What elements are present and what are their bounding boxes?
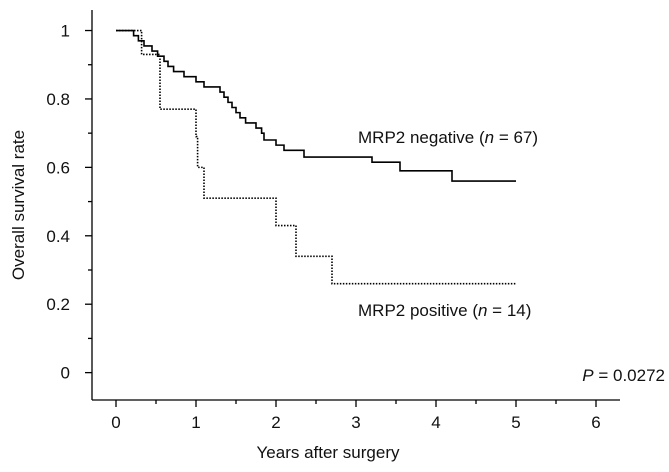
- x-tick-label: 2: [271, 413, 280, 432]
- survival-curve: [116, 29, 516, 285]
- survival-curve: [116, 29, 516, 182]
- y-tick-label: 0.8: [46, 90, 70, 109]
- x-tick-label: 0: [111, 413, 120, 432]
- annotation: MRP2 positive (n = 14): [358, 301, 531, 320]
- x-axis-label: Years after surgery: [257, 443, 400, 462]
- annotation-part: = 0.0272: [594, 366, 665, 385]
- annotation-part: = 14): [487, 301, 531, 320]
- x-tick-label: 4: [431, 413, 440, 432]
- y-tick-label: 0.6: [46, 158, 70, 177]
- y-axis-label: Overall survival rate: [9, 130, 28, 280]
- annotation: P = 0.0272: [582, 366, 665, 385]
- x-tick-label: 1: [191, 413, 200, 432]
- annotation-part: P: [582, 366, 594, 385]
- annotation-part: n: [485, 128, 494, 147]
- annotation-part: MRP2 negative (: [358, 128, 485, 147]
- x-tick-label: 3: [351, 413, 360, 432]
- y-tick-label: 0.2: [46, 295, 70, 314]
- annotation-part: n: [478, 301, 487, 320]
- x-tick-label: 5: [511, 413, 520, 432]
- y-tick-label: 1: [61, 22, 70, 41]
- annotation-part: = 67): [494, 128, 538, 147]
- annotation: MRP2 negative (n = 67): [358, 128, 538, 147]
- annotation-part: MRP2 positive (: [358, 301, 478, 320]
- y-tick-label: 0: [61, 364, 70, 383]
- y-tick-label: 0.4: [46, 227, 70, 246]
- x-tick-label: 6: [591, 413, 600, 432]
